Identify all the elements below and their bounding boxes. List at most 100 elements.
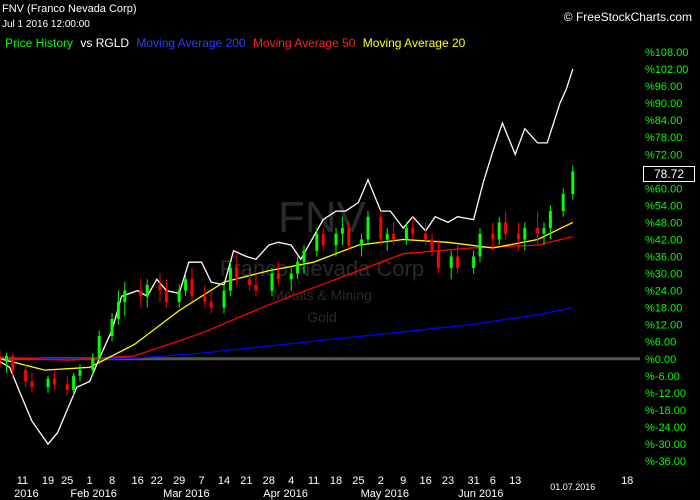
series-moving-average-50 bbox=[0, 235, 573, 361]
candle-body bbox=[203, 296, 207, 302]
series-vs-rgld bbox=[0, 68, 574, 446]
candle-body bbox=[270, 273, 274, 291]
x-axis: 11 19 25 1 8 16 22 29 7 14 21 28 4 11 18 25 2 9 16 23 31 6 13 1… bbox=[14, 475, 633, 500]
price-candle bbox=[302, 245, 306, 274]
candle-body bbox=[276, 273, 280, 280]
price-candle bbox=[123, 282, 127, 317]
price-candle bbox=[276, 262, 280, 285]
candle-body bbox=[228, 267, 232, 291]
candle-body bbox=[456, 256, 460, 268]
y-tick-label: %72.00 bbox=[645, 149, 682, 161]
y-tick-label: %60.00 bbox=[645, 183, 682, 195]
price-candle bbox=[78, 364, 82, 382]
price-candle bbox=[0, 350, 2, 368]
price-candle bbox=[456, 245, 460, 274]
candle-body bbox=[177, 290, 181, 302]
x-month-label: May 2016 bbox=[361, 488, 409, 500]
last-price-label: 78.72 bbox=[643, 166, 695, 182]
candle-body bbox=[430, 239, 434, 251]
price-candle bbox=[97, 330, 101, 365]
price-candle bbox=[411, 216, 415, 240]
x-tick-label: 25 bbox=[352, 475, 364, 487]
candle-body bbox=[321, 233, 325, 246]
y-tick-label: %84.00 bbox=[645, 115, 682, 127]
candle-body bbox=[184, 279, 188, 291]
price-candle bbox=[52, 370, 56, 390]
x-month-label: Apr 2016 bbox=[263, 488, 308, 500]
price-candle bbox=[385, 228, 389, 251]
y-tick-label: %42.00 bbox=[645, 234, 682, 246]
x-tick-label: 21 bbox=[240, 475, 252, 487]
candle-body bbox=[296, 262, 300, 274]
legend-ma200: Moving Average 200 bbox=[136, 36, 246, 50]
candle-body bbox=[46, 378, 50, 388]
price-candle bbox=[472, 250, 476, 274]
price-candle bbox=[270, 267, 274, 297]
candle-body bbox=[436, 250, 440, 268]
candle-body bbox=[289, 273, 293, 280]
candle-body bbox=[0, 358, 2, 362]
candle-body bbox=[392, 233, 396, 240]
price-candle bbox=[379, 211, 383, 246]
price-candle bbox=[184, 273, 188, 297]
price-candle bbox=[321, 228, 325, 251]
watermark-industry: Gold bbox=[307, 309, 337, 325]
y-tick-label: %78.00 bbox=[645, 132, 682, 144]
chart-title: FNV (Franco Nevada Corp) bbox=[2, 3, 137, 15]
x-tick-label: 13 bbox=[509, 475, 521, 487]
price-candle bbox=[430, 233, 434, 257]
y-tick-label: %-36.00 bbox=[645, 456, 686, 468]
x-month-label: Mar 2016 bbox=[163, 488, 209, 500]
price-candle bbox=[449, 250, 453, 280]
price-candle bbox=[504, 211, 508, 240]
site-credit[interactable]: © FreeStockCharts.com bbox=[563, 10, 692, 24]
y-tick-label: %18.00 bbox=[645, 303, 682, 315]
candle-body bbox=[190, 279, 194, 297]
x-tick-label: 11 bbox=[308, 475, 319, 487]
y-tick-label: %-18.00 bbox=[645, 405, 686, 417]
price-candle bbox=[254, 273, 258, 297]
x-tick-label: 9 bbox=[400, 475, 406, 487]
y-tick-label: %-12.00 bbox=[645, 388, 686, 400]
price-candle bbox=[72, 372, 76, 396]
candle-body bbox=[315, 233, 319, 251]
price-candle bbox=[24, 364, 28, 388]
y-tick-label: %12.00 bbox=[645, 320, 682, 332]
price-candle bbox=[392, 222, 396, 246]
candle-body bbox=[340, 228, 344, 234]
price-candle bbox=[203, 284, 207, 308]
candle-body bbox=[449, 256, 453, 268]
price-candle bbox=[360, 233, 364, 257]
watermark-company: Franco Nevada Corp bbox=[220, 256, 424, 281]
legend-vs-rgld: vs RGLD bbox=[80, 36, 130, 50]
x-tick-label: 16 bbox=[419, 475, 431, 487]
y-tick-label: %-24.00 bbox=[645, 422, 686, 434]
price-candle bbox=[542, 222, 546, 246]
y-tick-label: %0.00 bbox=[645, 354, 676, 366]
candle-body bbox=[360, 239, 364, 246]
candle-body bbox=[561, 194, 565, 212]
candle-body bbox=[302, 250, 306, 263]
price-candle bbox=[548, 205, 552, 240]
y-tick-label: %96.00 bbox=[645, 81, 682, 93]
price-candle bbox=[91, 353, 95, 376]
y-tick-label: %102.00 bbox=[645, 64, 688, 76]
candle-body bbox=[11, 355, 15, 371]
candle-body bbox=[248, 279, 252, 285]
price-candle bbox=[177, 284, 181, 308]
price-candle bbox=[209, 290, 213, 314]
price-candle bbox=[516, 222, 520, 251]
price-candle bbox=[536, 211, 540, 246]
candle-body bbox=[424, 233, 428, 240]
legend-price-history: Price History bbox=[5, 36, 74, 50]
y-tick-label: %-6.00 bbox=[645, 371, 680, 383]
y-tick-label: %6.00 bbox=[645, 337, 676, 349]
x-tick-label: 28 bbox=[263, 475, 275, 487]
price-candle bbox=[4, 353, 8, 373]
price-candle bbox=[116, 290, 120, 325]
price-candle bbox=[248, 267, 252, 291]
candle-body bbox=[571, 171, 575, 195]
price-candle bbox=[491, 222, 495, 251]
candle-body bbox=[472, 256, 476, 268]
